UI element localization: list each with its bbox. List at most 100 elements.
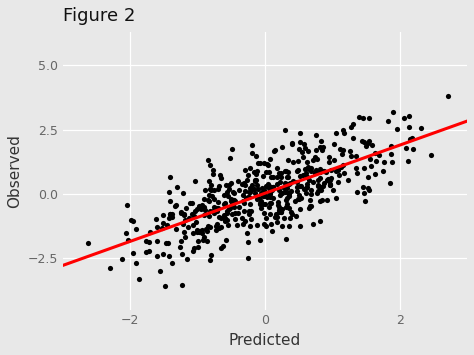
Point [199,228,206,233]
Point [380,159,388,165]
Point [214,186,222,192]
Point [124,202,131,208]
Point [367,164,375,169]
Point [337,146,344,152]
Point [326,182,334,188]
Point [361,198,368,203]
Point [283,204,290,210]
Point [362,143,370,149]
Point [268,200,275,206]
Point [361,165,368,171]
Point [228,198,235,204]
Point [283,185,291,190]
Point [216,225,223,231]
Point [154,224,161,230]
Point [267,221,275,227]
Point [203,238,211,244]
Point [337,164,345,170]
Point [319,144,327,149]
Point [368,142,375,148]
Point [298,150,306,155]
Point [223,217,231,223]
Point [246,165,254,171]
Point [296,140,303,145]
Point [193,227,201,233]
Text: Figure 2: Figure 2 [63,7,135,25]
Point [241,182,248,188]
Point [361,139,368,145]
Point [178,251,186,257]
Point [180,211,188,216]
Point [178,282,185,288]
Point [118,256,126,262]
Point [196,228,204,234]
Point [285,191,293,197]
Point [293,184,301,190]
Point [278,223,286,229]
Point [226,155,234,160]
Point [223,210,231,216]
Point [254,222,261,228]
Point [307,203,315,209]
Point [252,179,259,184]
Point [277,174,284,180]
Point [256,160,264,166]
Point [300,172,307,178]
Point [173,184,181,190]
Point [221,217,229,223]
Point [203,228,210,234]
Point [266,156,273,162]
Point [218,175,225,181]
Point [238,181,246,187]
Point [267,184,274,190]
Point [316,144,323,150]
Point [326,182,333,188]
Point [239,221,247,227]
Point [195,229,203,234]
Point [230,204,237,210]
Point [284,174,292,180]
Point [294,158,302,164]
Point [213,227,220,233]
Point [304,164,311,170]
Point [384,119,392,124]
Point [217,245,225,251]
Point [275,170,283,176]
Point [356,114,363,120]
Point [325,154,333,159]
Point [207,208,214,214]
Point [265,185,273,191]
Point [272,214,279,220]
Point [349,121,357,127]
Point [247,216,255,222]
Point [257,198,264,204]
Point [365,138,373,144]
Point [402,145,410,151]
Point [330,157,338,163]
Point [122,230,129,236]
Point [260,160,267,166]
Y-axis label: Observed: Observed [7,134,22,208]
Point [164,222,171,228]
Point [129,218,137,223]
Point [358,139,366,144]
Point [365,185,372,191]
Point [317,218,324,224]
Point [309,180,317,185]
Point [365,187,373,193]
Point [260,201,267,207]
Point [288,212,296,217]
Point [253,177,260,183]
Point [209,167,217,173]
Point [228,212,236,217]
Point [296,206,303,212]
Point [172,202,180,207]
Point [146,239,153,245]
Point [220,201,228,207]
Point [263,223,270,229]
Point [228,199,236,205]
Point [273,174,280,179]
Point [280,215,287,220]
Point [206,162,214,168]
Point [241,218,249,224]
